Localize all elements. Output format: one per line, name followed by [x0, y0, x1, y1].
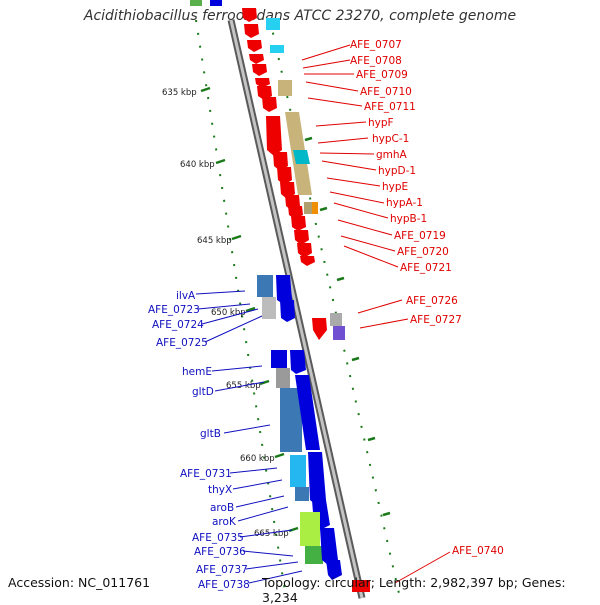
gene-label: AFE_0731 [180, 468, 232, 480]
gene-label: hypF [368, 117, 394, 129]
gene-label: AFE_0736 [194, 546, 246, 558]
kbp-label: 665 kbp [254, 529, 289, 539]
kbp-label: 635 kbp [162, 88, 197, 98]
gene-label: AFE_0711 [364, 101, 416, 113]
gene-label: AFE_0708 [350, 55, 402, 67]
gene-block [333, 326, 345, 340]
gene-label: gltB [200, 428, 221, 440]
gene-label: hypB-1 [390, 213, 427, 225]
gene-label: AFE_0710 [360, 86, 412, 98]
gene-label: aroK [212, 516, 237, 528]
gene-label: ilvA [176, 290, 196, 302]
kbp-label: 645 kbp [197, 236, 232, 246]
kbp-label: 640 kbp [180, 160, 215, 170]
gene-label: hypD-1 [378, 165, 416, 177]
blue-leader-lines [195, 290, 303, 584]
gene-label: AFE_0737 [196, 564, 248, 576]
gene-block [293, 150, 310, 164]
gene-label: hypA-1 [386, 197, 423, 209]
gene-label: AFE_0738 [198, 579, 250, 591]
gene-label: thyX [208, 484, 232, 496]
gene-label: AFE_0724 [152, 319, 204, 331]
gene-label: AFE_0723 [148, 304, 200, 316]
gene-block [352, 580, 370, 592]
gene-block [278, 80, 292, 96]
gene-label: AFE_0707 [350, 39, 402, 51]
gene-label: hypC-1 [372, 133, 409, 145]
gene-label: AFE_0735 [192, 532, 244, 544]
gene-label: AFE_0721 [400, 262, 452, 274]
accession-text: Accession: NC_011761 [8, 575, 151, 590]
map-title: Acidithiobacillus ferrooxidans ATCC 2327… [83, 8, 517, 24]
gene-label: AFE_0740 [452, 545, 504, 557]
gene-label: AFE_0726 [406, 295, 458, 307]
gene-label: aroB [210, 502, 234, 514]
gene-label: AFE_0725 [156, 337, 208, 349]
gene-block [312, 202, 318, 214]
gene-label: hypE [382, 181, 408, 193]
gene-label: AFE_0709 [356, 69, 408, 81]
forward-strand-genes [242, 8, 315, 266]
kbp-label: 650 kbp [211, 308, 246, 318]
kbp-label: 660 kbp [240, 454, 275, 464]
kbp-tick-marks [200, 86, 391, 533]
gene-block [330, 313, 342, 326]
gene-block [304, 202, 312, 214]
gene-block [190, 0, 202, 6]
gene-label: gmhA [376, 149, 408, 161]
reverse-strand-genes [257, 275, 342, 580]
gene-label: hemE [182, 366, 212, 378]
gene-block [312, 318, 327, 340]
gene-label: AFE_0720 [397, 246, 449, 258]
genome-summary: Topology: circular; Length: 2,982,397 bp… [262, 575, 566, 605]
gene-label: gltD [192, 386, 214, 398]
gene-block [266, 18, 280, 30]
gene-label: AFE_0719 [394, 230, 446, 242]
gene-block [270, 45, 284, 53]
gene-block [210, 0, 222, 6]
genome-backbone [227, 19, 366, 599]
red-leader-lines [301, 44, 451, 584]
gene-label: AFE_0727 [410, 314, 462, 326]
